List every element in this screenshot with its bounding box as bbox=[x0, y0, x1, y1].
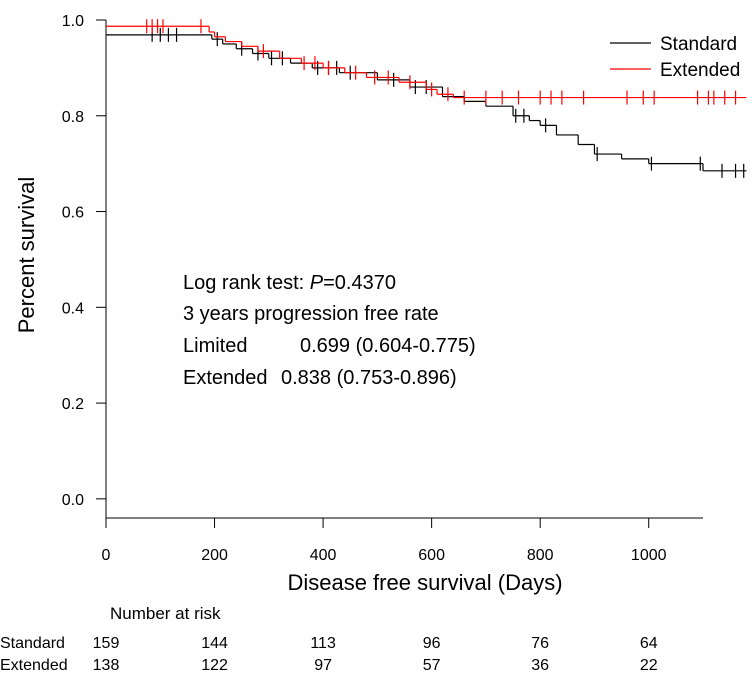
risk-count: 76 bbox=[531, 635, 549, 652]
x-tick-label: 800 bbox=[527, 547, 554, 564]
y-tick-label: 0.0 bbox=[62, 492, 84, 509]
x-tick-label: 400 bbox=[310, 547, 337, 564]
x-axis-title: Disease free survival (Days) bbox=[287, 570, 562, 595]
risk-count: 57 bbox=[423, 657, 441, 673]
annotation-text: 0.699 (0.604-0.775) bbox=[300, 335, 476, 357]
legend-label: Standard bbox=[660, 34, 737, 55]
x-tick-label: 0 bbox=[102, 547, 111, 564]
annotation-line: 3 years progression free rate bbox=[183, 303, 439, 325]
annotation-text: Limited bbox=[183, 335, 247, 357]
risk-count: 144 bbox=[201, 635, 228, 652]
x-tick-label: 200 bbox=[201, 547, 228, 564]
risk-count: 122 bbox=[201, 657, 228, 673]
annotation-text: 0.838 (0.753-0.896) bbox=[281, 367, 457, 389]
annotation-line: Limited 0.699 (0.604-0.775) bbox=[183, 335, 476, 357]
x-tick-label: 1000 bbox=[631, 547, 667, 564]
annotation-line: Extended 0.838 (0.753-0.896) bbox=[183, 367, 457, 389]
risk-count: 138 bbox=[93, 657, 120, 673]
annotation-text: Log rank test: bbox=[183, 272, 310, 294]
risk-count: 159 bbox=[93, 635, 120, 652]
y-tick-label: 0.2 bbox=[62, 396, 84, 413]
y-axis-title: Percent survival bbox=[14, 177, 39, 334]
y-tick-label: 0.8 bbox=[62, 109, 84, 126]
annotation-text: Extended bbox=[183, 367, 268, 389]
x-tick-label: 600 bbox=[418, 547, 445, 564]
risk-row-name: Standard bbox=[0, 635, 65, 652]
annotation-line: Log rank test: P=0.4370 bbox=[183, 272, 396, 294]
legend-label: Extended bbox=[660, 60, 740, 81]
y-tick-label: 1.0 bbox=[62, 13, 84, 30]
y-tick-label: 0.6 bbox=[62, 205, 84, 222]
risk-count: 113 bbox=[310, 635, 336, 652]
risk-count: 36 bbox=[531, 657, 549, 673]
annotation-text: =0.4370 bbox=[323, 272, 396, 294]
risk-row-name: Extended bbox=[0, 657, 68, 673]
risk-count: 97 bbox=[314, 657, 332, 673]
risk-count: 64 bbox=[640, 635, 658, 652]
risk-table-title: Number at risk bbox=[110, 604, 221, 623]
annotation-text: P bbox=[310, 272, 324, 294]
risk-count: 22 bbox=[640, 657, 658, 673]
y-tick-label: 0.4 bbox=[62, 300, 84, 317]
risk-count: 96 bbox=[423, 635, 441, 652]
